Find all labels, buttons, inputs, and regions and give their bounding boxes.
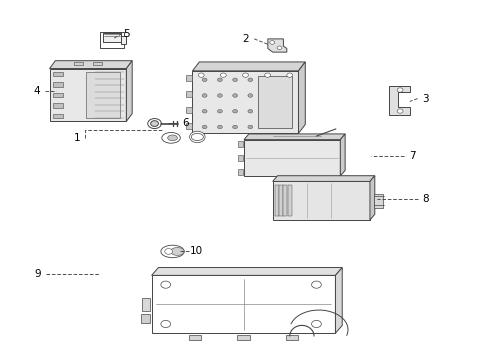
Circle shape [217, 94, 222, 97]
Text: 5: 5 [123, 28, 130, 39]
Text: 4: 4 [33, 86, 40, 96]
Text: 8: 8 [421, 194, 428, 203]
Polygon shape [335, 267, 342, 333]
Bar [121, 36, 126, 44]
Text: 3: 3 [421, 94, 428, 104]
Circle shape [264, 73, 270, 77]
Circle shape [232, 125, 237, 129]
Text: 1: 1 [73, 133, 80, 143]
Bar [185, 107, 191, 113]
Circle shape [247, 125, 252, 129]
Polygon shape [126, 61, 132, 121]
Ellipse shape [161, 245, 184, 258]
Bar [238, 168, 243, 175]
Circle shape [161, 320, 170, 328]
Circle shape [202, 94, 206, 97]
Bar [279, 185, 283, 216]
Circle shape [311, 281, 321, 288]
Bar [237, 335, 249, 341]
Bar [285, 335, 298, 341]
Polygon shape [49, 61, 132, 68]
Bar [373, 194, 382, 208]
Bar [188, 335, 201, 341]
Bar [103, 33, 121, 41]
Polygon shape [340, 134, 345, 176]
Circle shape [147, 118, 161, 129]
Bar [257, 76, 291, 128]
Bar [283, 185, 287, 216]
Circle shape [277, 46, 282, 50]
Bar [238, 155, 243, 161]
Circle shape [311, 320, 321, 328]
Bar [274, 185, 278, 216]
Circle shape [232, 78, 237, 82]
Text: 2: 2 [242, 34, 249, 44]
Bar [272, 181, 369, 220]
Bar [49, 68, 126, 121]
Circle shape [232, 109, 237, 113]
Bar [141, 314, 150, 323]
Bar [142, 298, 149, 311]
Bar [53, 82, 63, 87]
Polygon shape [192, 62, 305, 71]
Circle shape [247, 109, 252, 113]
Circle shape [396, 88, 402, 92]
Bar [287, 185, 291, 216]
Bar [85, 72, 119, 118]
Bar [100, 32, 124, 48]
Bar [53, 114, 63, 118]
Bar [53, 93, 63, 97]
Circle shape [269, 41, 274, 44]
Bar [185, 91, 191, 97]
Text: 7: 7 [408, 151, 415, 161]
Polygon shape [272, 176, 374, 181]
Ellipse shape [170, 248, 184, 255]
Bar [151, 275, 335, 333]
Circle shape [217, 125, 222, 129]
Bar [93, 62, 102, 65]
Bar [238, 141, 243, 147]
Circle shape [217, 109, 222, 113]
Circle shape [217, 78, 222, 82]
Circle shape [189, 131, 204, 143]
Polygon shape [388, 86, 409, 115]
Circle shape [202, 109, 206, 113]
Text: 9: 9 [35, 269, 41, 279]
Bar [185, 75, 191, 81]
Text: 6: 6 [182, 118, 188, 128]
Circle shape [247, 94, 252, 97]
Text: 10: 10 [190, 246, 203, 256]
Polygon shape [298, 62, 305, 134]
Polygon shape [151, 267, 342, 275]
Bar [244, 140, 340, 176]
Circle shape [220, 73, 226, 77]
Bar [74, 62, 82, 65]
Circle shape [198, 73, 203, 77]
Ellipse shape [191, 134, 203, 140]
Bar [192, 71, 298, 134]
Ellipse shape [162, 132, 180, 143]
Bar [53, 103, 63, 108]
Circle shape [286, 73, 292, 77]
Bar [53, 72, 63, 76]
Polygon shape [244, 134, 345, 140]
Circle shape [202, 125, 206, 129]
Polygon shape [267, 39, 286, 52]
Circle shape [161, 281, 170, 288]
Circle shape [247, 78, 252, 82]
Circle shape [150, 121, 158, 126]
Circle shape [202, 78, 206, 82]
Bar [185, 123, 191, 130]
Circle shape [242, 73, 248, 77]
Circle shape [164, 249, 172, 254]
Ellipse shape [167, 135, 177, 141]
Polygon shape [369, 176, 374, 220]
Circle shape [232, 94, 237, 97]
Circle shape [396, 109, 402, 113]
